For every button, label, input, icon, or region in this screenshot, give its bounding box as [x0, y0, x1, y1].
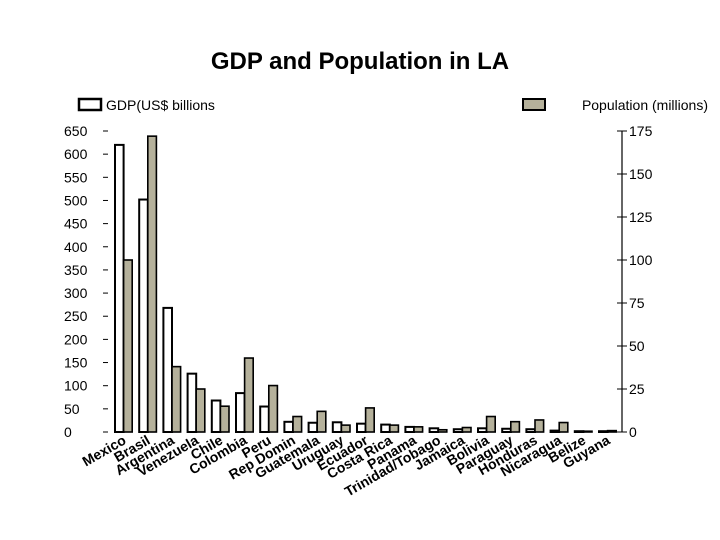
population-bar	[534, 419, 545, 433]
legend-swatch-gdp	[77, 97, 103, 112]
population-bar	[171, 365, 182, 433]
axes: 0 50 100 150 200 250 300 350 400 450 500 550 600 650 0…	[64, 123, 653, 440]
chart-title: GDP and Population in LA	[211, 48, 509, 75]
population-bar	[195, 388, 206, 433]
y-left-tick-label: 250	[64, 308, 88, 324]
y-left-tick-label: 650	[64, 123, 88, 139]
y-left-tick-label: 350	[64, 262, 88, 278]
y-right-tick-label: 0	[629, 424, 637, 440]
y-right-tick-label: 175	[629, 123, 653, 139]
population-bar	[485, 415, 497, 433]
gdp-bar	[380, 423, 391, 433]
population-bar	[292, 415, 303, 433]
population-bar	[461, 426, 472, 433]
gdp-bar	[331, 421, 343, 434]
y-right-tick-label: 125	[629, 209, 653, 225]
population-bar	[340, 424, 351, 433]
y-left-tick-label: 400	[64, 239, 88, 255]
population-bar	[267, 384, 279, 433]
category-labels: MexicoBrasilArgentinaVenezuelaChileColom…	[79, 431, 612, 499]
gdp-bar	[307, 421, 319, 434]
population-bar	[147, 135, 158, 433]
population-bar	[219, 405, 230, 433]
y-left-tick-label: 550	[64, 169, 88, 185]
gdp-bar	[138, 198, 149, 433]
population-bar	[243, 357, 255, 433]
legend-label-population: Population (millions)	[582, 97, 708, 113]
y-left-tick-label: 100	[64, 378, 88, 394]
population-bar	[437, 428, 448, 433]
legend-swatch-population	[522, 98, 546, 111]
y-left-tick-label: 50	[64, 401, 80, 417]
gdp-bar	[210, 399, 222, 434]
y-right-tick-label: 25	[629, 381, 645, 397]
population-bar	[316, 410, 327, 433]
population-bar	[122, 259, 133, 433]
population-bar	[606, 429, 617, 433]
gdp-bar	[259, 405, 270, 433]
y-right-tick-label: 75	[629, 295, 645, 311]
population-bar	[558, 421, 569, 433]
gdp-bar	[283, 420, 294, 434]
y-left-tick-label: 300	[64, 285, 88, 301]
population-bar	[509, 420, 521, 433]
gdp-bar	[162, 306, 173, 433]
population-bar	[582, 430, 593, 433]
population-bar	[364, 407, 376, 433]
y-right-tick-label: 100	[629, 252, 653, 268]
population-bar	[388, 424, 400, 433]
y-left-tick-label: 450	[64, 216, 88, 232]
bars	[114, 135, 617, 434]
y-right-tick-label: 150	[629, 166, 653, 182]
y-left-tick-label: 0	[64, 424, 72, 440]
gdp-bar	[404, 425, 415, 434]
y-left-tick-label: 600	[64, 146, 88, 162]
legend-label-gdp: GDP(US$ billions	[106, 97, 215, 113]
y-left-tick-label: 150	[64, 355, 88, 371]
y-right-tick-label: 50	[629, 338, 645, 354]
gdp-bar	[235, 392, 246, 433]
gdp-bar	[186, 372, 198, 434]
y-left-tick-label: 500	[64, 192, 88, 208]
gdp-bar	[356, 422, 367, 433]
y-left-tick-label: 200	[64, 331, 88, 347]
population-bar	[413, 426, 424, 433]
gdp-bar	[114, 143, 125, 433]
